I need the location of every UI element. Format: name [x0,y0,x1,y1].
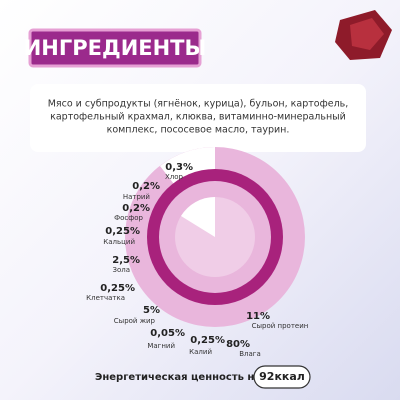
nutrient-name: Хлор [165,173,184,181]
description-line: Мясо и субпродукты (ягнёнок, курица), бу… [48,99,349,110]
nutrient-name: Кальций [103,238,135,246]
nutrient-name: Влага [239,350,261,358]
nutrient-name: Клетчатка [86,294,125,302]
nutrient-value: 80% [226,339,250,350]
nutrient-value: 0,05% [150,328,185,339]
nutrient-name: Сырой жир [114,317,156,325]
energy-value: 92ккал [259,370,305,383]
nutrient-name: Фосфор [114,214,143,222]
nutrient-value: 0,25% [100,283,135,294]
center-gap [181,197,215,237]
nutrient-name: Магний [147,342,175,350]
nutrient-value: 5% [143,305,160,316]
nutrient-value: 0,2% [122,203,150,214]
nutrient-name: Калий [189,348,212,356]
nutrient-value: 0,25% [190,335,225,346]
nutrient-name: Зола [112,266,130,274]
nutrient-value: 2,5% [112,255,140,266]
description-card [30,84,366,152]
nutrient-value: 0,3% [165,162,193,173]
nutrient-value: 11% [246,311,270,322]
nutrient-value: 0,2% [132,181,160,192]
title: ИНГРЕДИЕНТЫ [24,36,207,60]
nutrient-value: 0,25% [105,226,140,237]
energy-label: Энергетическая ценность на 100г [95,372,291,383]
nutrient-name: Сырой протеин [252,322,309,330]
description-line: комплекс, пососевое масло, таурин. [107,125,290,136]
title-box [28,28,202,68]
description-line: картофельный крахмал, клюква, витаминно-… [50,112,346,123]
nutrient-name: Натрий [123,193,150,201]
meat-image-highlight [350,18,384,50]
energy-pill [253,365,311,389]
